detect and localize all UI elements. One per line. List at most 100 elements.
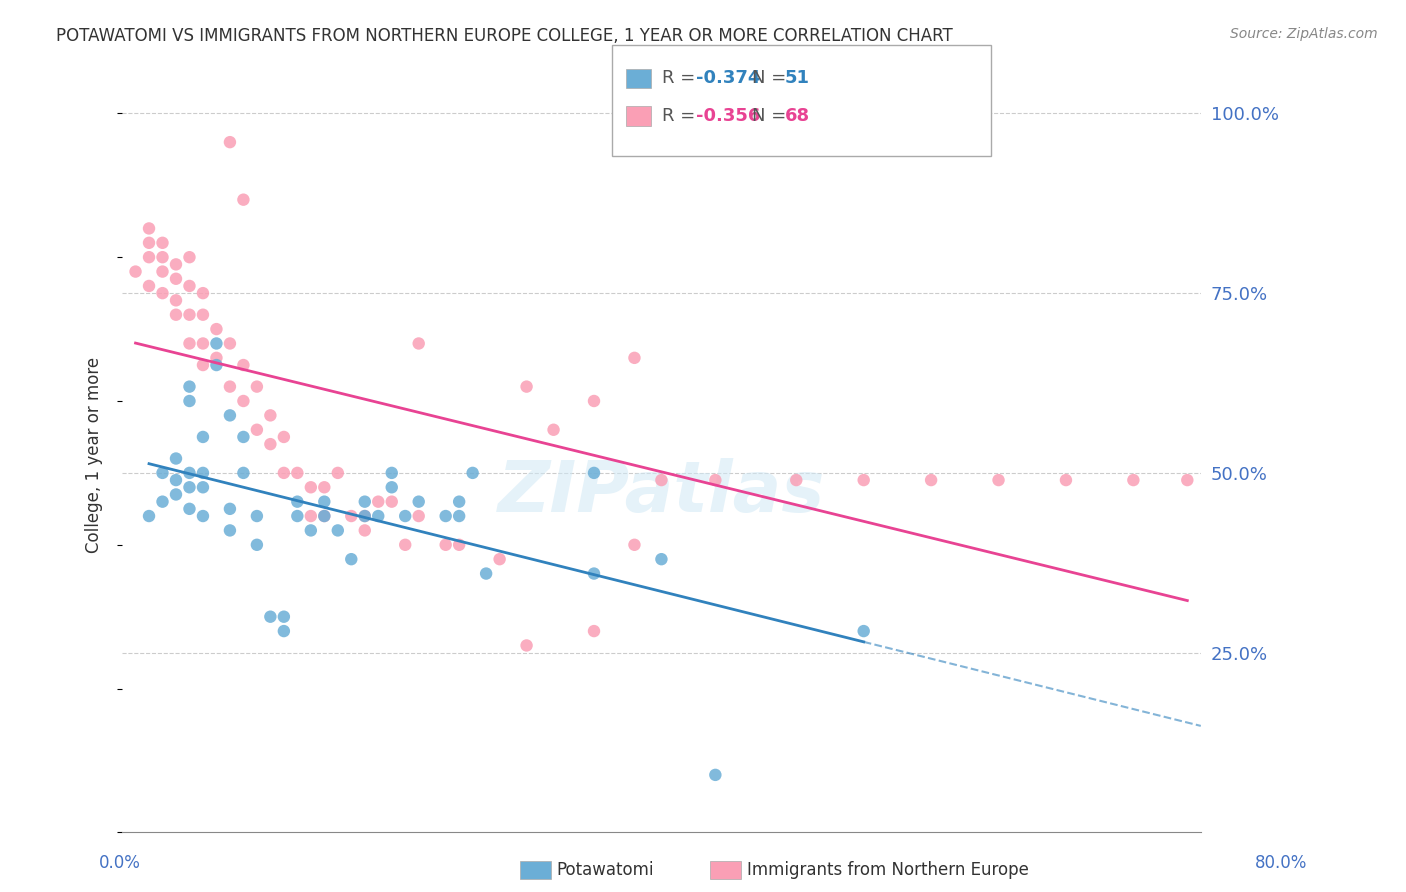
Point [285,494,308,508]
Text: 51: 51 [785,70,810,87]
Point [273,430,295,444]
Point [138,509,160,524]
Point [340,552,363,566]
Point [353,509,375,524]
Point [381,480,404,494]
Point [179,379,201,393]
Point [299,524,322,538]
Point [449,509,471,524]
Point [191,466,214,480]
Point [704,768,727,782]
Point [219,409,242,423]
Point [179,279,201,293]
Point [381,494,404,508]
Point [273,609,295,624]
Point [516,639,538,653]
Point [381,466,404,480]
Text: Potawatomi: Potawatomi [557,861,654,879]
Point [259,437,281,451]
Point [138,235,160,250]
Point [259,409,281,423]
Point [475,566,498,581]
Point [394,538,416,552]
Point [285,466,308,480]
Point [246,538,269,552]
Point [152,235,174,250]
Point [246,379,269,393]
Point [340,509,363,524]
Point [232,394,254,409]
Point [852,624,875,638]
Point [314,494,336,508]
Point [165,487,187,501]
Point [353,494,375,508]
Point [516,379,538,393]
Point [179,466,201,480]
Point [191,308,214,322]
Point [191,336,214,351]
Point [785,473,807,487]
Point [191,286,214,301]
Text: Source: ZipAtlas.com: Source: ZipAtlas.com [1230,27,1378,41]
Point [219,524,242,538]
Point [165,451,187,466]
Point [852,473,875,487]
Text: N =: N = [752,70,792,87]
Point [623,538,645,552]
Point [987,473,1010,487]
Point [219,501,242,516]
Point [408,336,430,351]
Point [232,430,254,444]
Point [191,430,214,444]
Text: -0.374: -0.374 [696,70,761,87]
Point [179,336,201,351]
Point [1175,473,1198,487]
Text: 80.0%: 80.0% [1256,854,1308,871]
Point [434,538,457,552]
Point [434,509,457,524]
Text: -0.356: -0.356 [696,107,761,125]
Point [299,509,322,524]
Point [232,358,254,372]
Text: 0.0%: 0.0% [98,854,141,871]
Point [650,473,672,487]
Point [191,509,214,524]
Point [152,466,174,480]
Y-axis label: College, 1 year or more: College, 1 year or more [86,357,103,553]
Point [582,566,605,581]
Point [205,358,228,372]
Point [285,509,308,524]
Point [165,272,187,286]
Point [1122,473,1144,487]
Point [408,494,430,508]
Point [353,524,375,538]
Point [138,279,160,293]
Point [138,250,160,264]
Point [205,322,228,336]
Point [152,494,174,508]
Point [165,257,187,271]
Point [165,308,187,322]
Point [219,379,242,393]
Point [650,552,672,566]
Point [179,250,201,264]
Point [152,250,174,264]
Point [461,466,484,480]
Point [582,624,605,638]
Point [394,509,416,524]
Text: R =: R = [662,107,702,125]
Point [152,264,174,278]
Point [704,473,727,487]
Point [191,480,214,494]
Point [232,193,254,207]
Point [449,538,471,552]
Point [314,509,336,524]
Point [408,509,430,524]
Point [179,480,201,494]
Point [449,494,471,508]
Point [191,358,214,372]
Point [582,394,605,409]
Point [273,466,295,480]
Text: Immigrants from Northern Europe: Immigrants from Northern Europe [747,861,1028,879]
Point [259,609,281,624]
